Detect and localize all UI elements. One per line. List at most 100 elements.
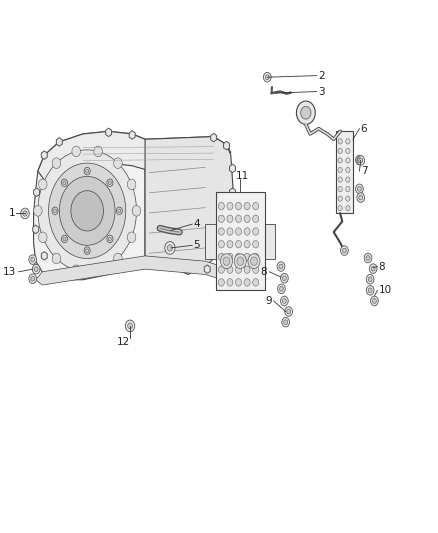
Circle shape — [357, 156, 364, 165]
Circle shape — [265, 75, 269, 79]
Circle shape — [338, 158, 342, 163]
Circle shape — [372, 298, 376, 303]
Circle shape — [346, 148, 350, 154]
Circle shape — [338, 187, 342, 192]
Polygon shape — [106, 128, 112, 136]
Circle shape — [283, 276, 286, 280]
Text: 10: 10 — [379, 285, 392, 295]
Circle shape — [227, 240, 233, 248]
Circle shape — [244, 279, 250, 286]
Circle shape — [52, 158, 61, 168]
Circle shape — [253, 240, 259, 248]
Circle shape — [109, 181, 111, 184]
Circle shape — [32, 264, 40, 274]
Circle shape — [244, 240, 250, 248]
Circle shape — [236, 203, 241, 210]
Polygon shape — [41, 252, 47, 260]
Circle shape — [72, 265, 81, 276]
Circle shape — [165, 241, 175, 254]
Circle shape — [52, 253, 61, 264]
Circle shape — [49, 163, 126, 259]
Circle shape — [29, 274, 37, 284]
Circle shape — [283, 298, 286, 303]
Polygon shape — [34, 131, 145, 280]
Circle shape — [31, 257, 35, 262]
Circle shape — [253, 228, 259, 235]
Circle shape — [369, 264, 377, 273]
Circle shape — [94, 265, 102, 276]
Circle shape — [346, 196, 350, 201]
FancyBboxPatch shape — [265, 224, 275, 259]
Circle shape — [301, 107, 311, 119]
Circle shape — [346, 139, 350, 144]
Circle shape — [86, 169, 88, 173]
Polygon shape — [204, 265, 210, 273]
Circle shape — [366, 256, 370, 261]
Circle shape — [227, 228, 233, 235]
Circle shape — [244, 266, 250, 273]
Circle shape — [39, 232, 47, 243]
Circle shape — [236, 240, 241, 248]
Circle shape — [237, 257, 244, 265]
Circle shape — [227, 215, 233, 222]
Circle shape — [285, 307, 293, 317]
Circle shape — [277, 262, 285, 271]
Text: 9: 9 — [265, 296, 272, 306]
Text: 3: 3 — [318, 86, 325, 96]
Polygon shape — [230, 164, 236, 173]
Circle shape — [279, 286, 283, 291]
Text: 2: 2 — [318, 70, 325, 80]
Circle shape — [356, 184, 363, 193]
Circle shape — [59, 176, 115, 245]
Circle shape — [94, 146, 102, 157]
Circle shape — [223, 257, 230, 265]
Circle shape — [253, 266, 259, 273]
Circle shape — [244, 215, 250, 222]
FancyBboxPatch shape — [205, 224, 217, 259]
Circle shape — [61, 235, 67, 243]
Circle shape — [279, 264, 283, 269]
Circle shape — [341, 246, 348, 255]
Polygon shape — [211, 133, 217, 142]
Circle shape — [357, 193, 364, 203]
Text: 6: 6 — [361, 124, 367, 134]
Circle shape — [364, 253, 372, 263]
Circle shape — [219, 253, 224, 261]
Circle shape — [118, 209, 121, 213]
Circle shape — [338, 196, 342, 201]
Circle shape — [366, 274, 374, 284]
Circle shape — [29, 255, 37, 264]
Circle shape — [84, 247, 90, 254]
Circle shape — [125, 320, 135, 332]
Text: 13: 13 — [3, 267, 17, 277]
Circle shape — [107, 179, 113, 187]
Circle shape — [244, 228, 250, 235]
Circle shape — [338, 148, 342, 154]
Circle shape — [128, 323, 132, 329]
Circle shape — [31, 276, 35, 281]
Circle shape — [23, 211, 27, 216]
Text: 8: 8 — [261, 267, 267, 277]
Circle shape — [263, 72, 271, 82]
Circle shape — [132, 206, 141, 216]
Text: 11: 11 — [236, 172, 249, 181]
Circle shape — [346, 206, 350, 211]
Text: 5: 5 — [193, 240, 200, 251]
Circle shape — [63, 237, 66, 241]
Circle shape — [227, 266, 233, 273]
Text: 1: 1 — [9, 208, 16, 219]
Circle shape — [359, 158, 363, 163]
Circle shape — [219, 266, 224, 273]
Circle shape — [53, 209, 57, 213]
Text: 4: 4 — [193, 219, 200, 229]
Circle shape — [346, 187, 350, 192]
Circle shape — [236, 266, 241, 273]
Circle shape — [253, 253, 259, 261]
Circle shape — [219, 203, 224, 210]
Circle shape — [338, 206, 342, 211]
Text: 7: 7 — [361, 166, 367, 176]
FancyBboxPatch shape — [336, 131, 353, 214]
Circle shape — [346, 158, 350, 163]
Circle shape — [61, 179, 67, 187]
Circle shape — [167, 245, 173, 251]
